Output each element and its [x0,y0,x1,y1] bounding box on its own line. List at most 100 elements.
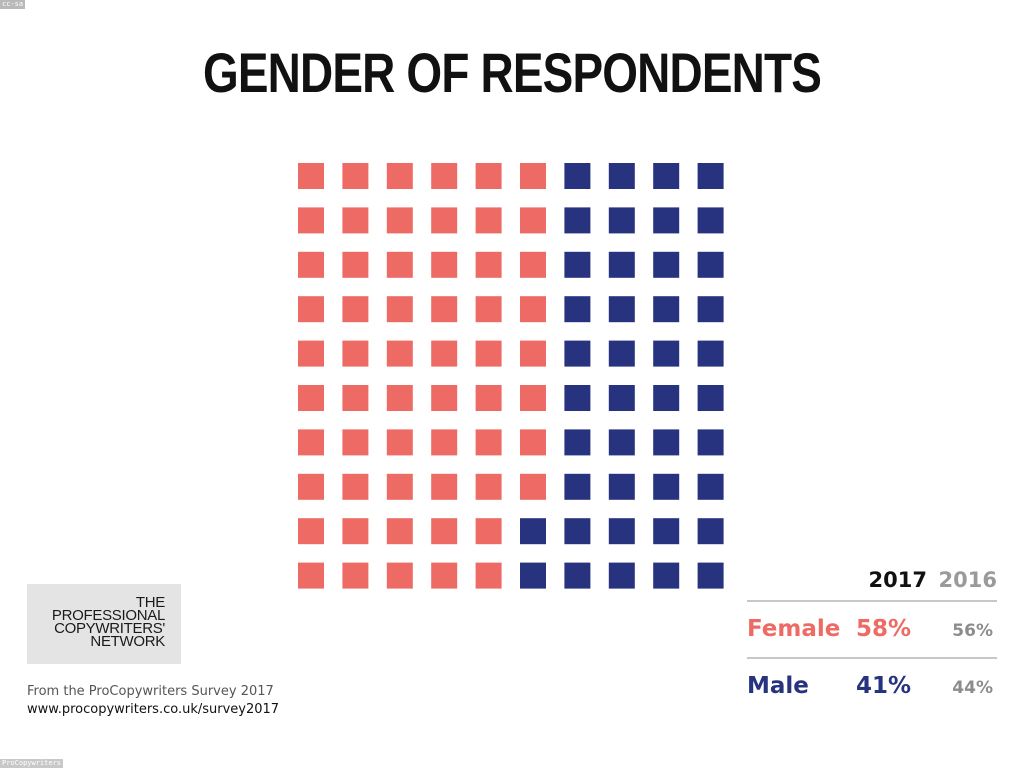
waffle-cell-male [608,340,635,367]
waffle-cell-female [431,473,458,500]
logo-line: NETWORK [90,633,165,650]
waffle-cell-male [697,251,724,278]
waffle-cell-female [298,518,324,545]
waffle-cell-female [386,340,413,367]
waffle-cell-male [564,207,591,234]
waffle-cell-male [608,296,635,323]
waffle-cell-female [386,296,413,323]
waffle-cell-female [431,518,458,545]
waffle-cell-male [564,340,591,367]
waffle-cell-female [475,562,502,589]
legend-value-male-2017: 41% [856,673,912,699]
waffle-cell-female [520,207,546,234]
waffle-cell-female [520,163,546,189]
logo-line: PROFESSIONAL [51,607,165,624]
waffle-cell-female [475,518,502,545]
waffle-cell-female [298,429,324,456]
legend-header: 2017 2016 [747,564,997,600]
waffle-cell-female [431,207,458,234]
waffle-cell-female [475,251,502,278]
waffle-cell-male [520,562,546,589]
waffle-cell-female [475,163,502,189]
waffle-cell-male [697,562,724,589]
legend-row-female: Female 58% 56% [747,600,997,657]
waffle-cell-female [386,207,413,234]
waffle-cell-female [342,251,369,278]
waffle-cell-female [298,296,324,323]
waffle-cell-female [386,163,413,189]
waffle-cell-male [564,473,591,500]
waffle-cell-female [342,296,369,323]
waffle-cell-female [298,251,324,278]
source-note: From the ProCopywriters Survey 2017 www.… [27,683,279,719]
logo-line: THE [135,594,165,611]
waffle-cell-male [697,429,724,456]
waffle-cell-female [475,296,502,323]
logo-line: COPYWRITERS' [54,620,165,637]
waffle-cell-female [520,251,546,278]
waffle-cell-female [386,385,413,411]
waffle-cell-female [342,562,369,589]
legend-year-2017: 2017 [868,568,927,592]
waffle-cell-female [431,429,458,456]
waffle-cell-female [431,340,458,367]
waffle-cell-male [564,518,591,545]
waffle-cell-male [564,163,591,189]
waffle-cell-male [564,296,591,323]
waffle-cell-male [653,163,680,189]
waffle-cell-female [431,163,458,189]
waffle-cell-female [386,473,413,500]
waffle-cell-male [520,518,546,545]
waffle-cell-female [520,296,546,323]
waffle-cell-male [653,296,680,323]
waffle-cell-female [475,429,502,456]
waffle-cell-female [298,473,324,500]
waffle-cell-male [697,296,724,323]
waffle-cell-female [386,429,413,456]
waffle-cell-female [386,562,413,589]
source-url[interactable]: www.procopywriters.co.uk/survey2017 [27,702,280,717]
waffle-cell-male [564,385,591,411]
legend-label-female: Female [747,616,841,642]
waffle-cell-female [298,163,324,189]
legend-year-2016: 2016 [938,568,997,592]
waffle-cell-female [475,473,502,500]
comparison-legend: 2017 2016 Female 58% 56% Male 41% 44% [747,564,997,714]
waffle-cell-female [342,473,369,500]
waffle-cell-female [520,385,546,411]
waffle-cell-male [653,207,680,234]
waffle-chart [298,163,724,589]
waffle-cell-female [431,385,458,411]
waffle-cell-female [298,562,324,589]
license-tag: cc-sa [0,0,26,9]
waffle-cell-female [431,296,458,323]
legend-value-female-2016: 56% [952,621,993,641]
source-tag: ProCopywriters [0,759,64,768]
waffle-cell-female [298,340,324,367]
waffle-cell-male [653,562,680,589]
waffle-cell-female [342,385,369,411]
legend-row-male: Male 41% 44% [747,657,997,714]
waffle-cell-male [608,473,635,500]
legend-label-male: Male [747,673,809,699]
waffle-cell-male [653,251,680,278]
waffle-cell-male [697,207,724,234]
waffle-cell-male [653,340,680,367]
logo-text: THE PROFESSIONAL COPYWRITERS' NETWORK [51,594,165,650]
waffle-cell-female [298,385,324,411]
waffle-cell-female [342,207,369,234]
waffle-cell-female [386,251,413,278]
waffle-cell-female [520,473,546,500]
waffle-cell-male [608,562,635,589]
waffle-cell-male [653,473,680,500]
waffle-cell-female [520,429,546,456]
legend-value-female-2017: 58% [856,616,912,642]
network-logo[interactable]: THE PROFESSIONAL COPYWRITERS' NETWORK [27,584,181,664]
waffle-cell-female [475,385,502,411]
waffle-cell-female [475,207,502,234]
waffle-cell-male [653,518,680,545]
waffle-cell-female [342,340,369,367]
waffle-cell-male [608,163,635,189]
waffle-cell-male [608,429,635,456]
